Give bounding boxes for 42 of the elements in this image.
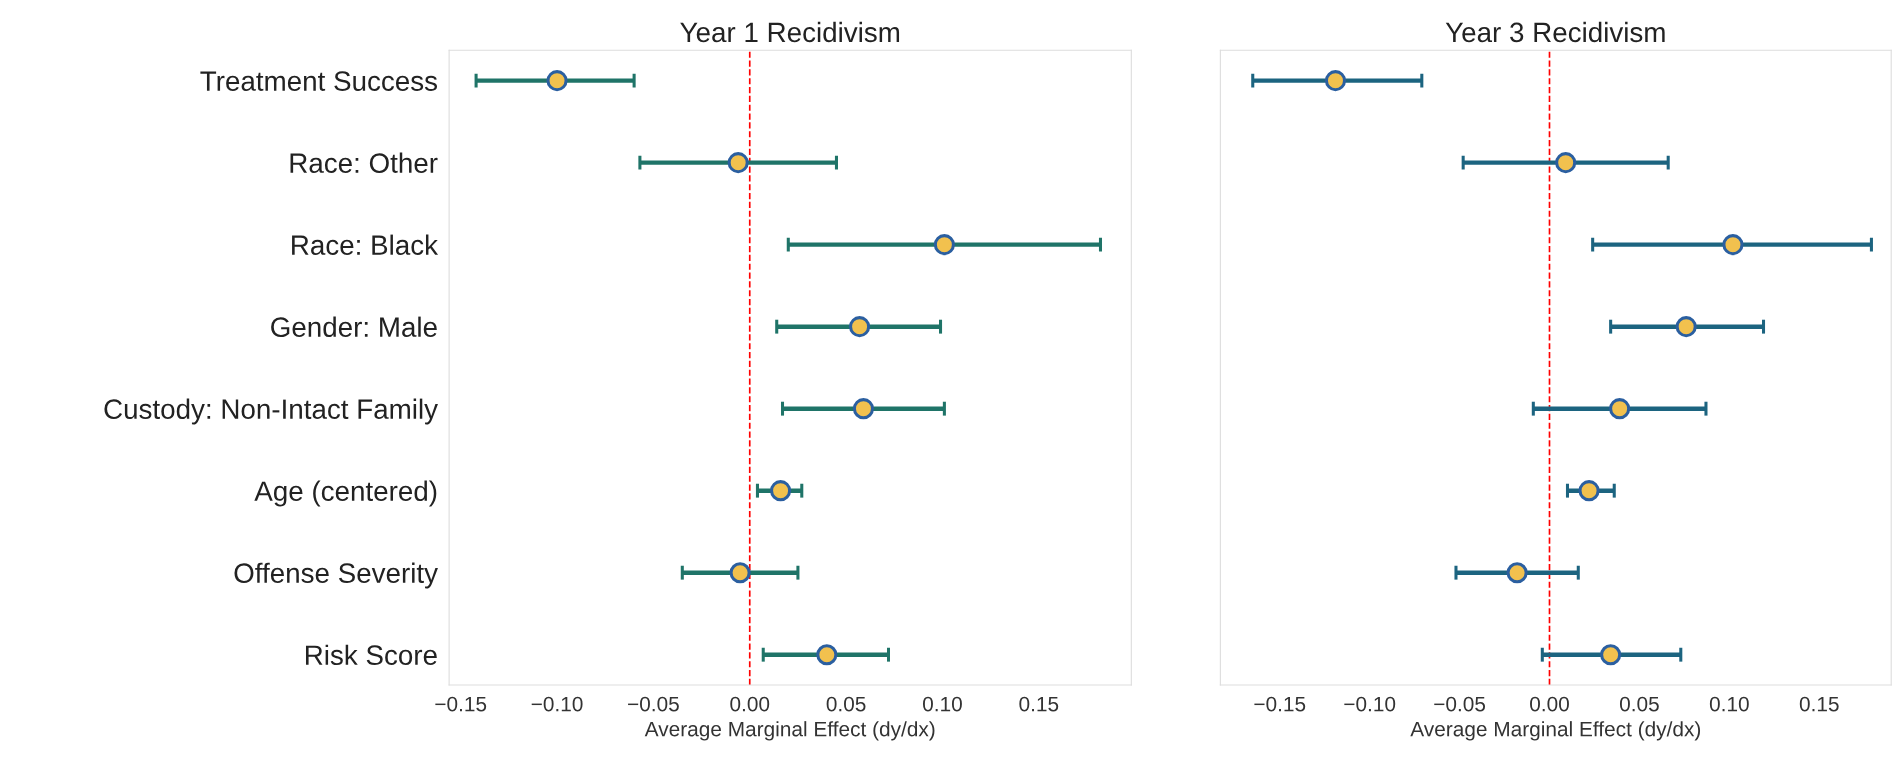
x-axis-title: Average Marginal Effect (dy/dx): [1410, 721, 1701, 741]
x-tick-label: −0.15: [1254, 696, 1306, 712]
point: [546, 70, 568, 92]
point: [1555, 152, 1577, 174]
y-tick-label: Gender: Male: [271, 316, 437, 337]
point: [1600, 644, 1622, 666]
point: [816, 644, 838, 666]
chart-title: Year 1 Recidivism: [680, 21, 900, 43]
point: [729, 562, 751, 584]
x-tick-label: −0.05: [1434, 696, 1486, 712]
point: [1578, 480, 1600, 502]
point: [727, 152, 749, 174]
point: [1722, 234, 1744, 256]
x-tick-label: 0.15: [1799, 696, 1839, 712]
point: [1324, 70, 1347, 92]
x-tick-label: 0.00: [1530, 696, 1569, 712]
chart-title: Year 3 Recidivism: [1445, 21, 1665, 43]
point: [933, 234, 955, 256]
x-tick-label: 0.15: [1019, 696, 1059, 712]
y-tick-label: Treatment Success: [200, 71, 438, 91]
x-tick-label: −0.05: [628, 696, 679, 712]
x-tick-label: 0.10: [1709, 696, 1749, 712]
point: [1609, 398, 1631, 420]
x-tick-label: 0.05: [1619, 696, 1659, 712]
x-tick-label: −0.15: [435, 696, 487, 712]
point: [770, 480, 792, 502]
point: [852, 398, 874, 420]
x-tick-label: 0.10: [923, 696, 962, 712]
x-tick-label: −0.10: [531, 696, 583, 712]
x-tick-label: −0.10: [1344, 696, 1396, 712]
y-tick-label: Offense Severity: [234, 562, 438, 589]
y-tick-label: Race: Other: [290, 152, 438, 173]
y-tick-label: Custody: Non-Intact Family: [104, 398, 438, 425]
point: [1675, 316, 1697, 338]
point: [849, 316, 871, 338]
y-tick-label: Race: Black: [292, 234, 439, 255]
y-tick-label: Age (centered): [254, 480, 437, 507]
x-tick-label: 0.05: [826, 696, 866, 712]
x-axis-title: Average Marginal Effect (dy/dx): [644, 721, 935, 741]
y-tick-label: Risk Score: [305, 644, 437, 666]
point: [1506, 562, 1528, 584]
x-tick-label: 0.00: [730, 696, 770, 712]
